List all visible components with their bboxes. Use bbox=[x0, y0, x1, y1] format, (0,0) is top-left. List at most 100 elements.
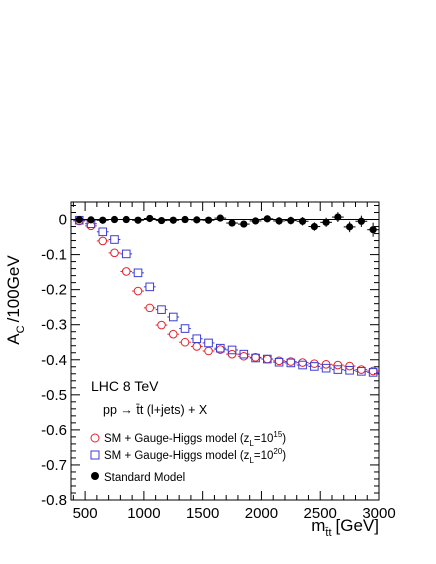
x-tick-label: 2000 bbox=[245, 505, 278, 522]
sm-point bbox=[181, 215, 189, 224]
x-axis-title-sub: t̄t bbox=[325, 527, 332, 539]
data-marks-group bbox=[73, 212, 379, 377]
gh20-point bbox=[251, 353, 260, 363]
gh15-point bbox=[333, 360, 343, 370]
legend-label-gh20-sup: 20 bbox=[273, 447, 282, 456]
legend-label-gh20-main: SM + Gauge-Higgs model (z bbox=[104, 450, 250, 462]
sm-point bbox=[122, 215, 130, 224]
legend-label-sm: Standard Model bbox=[104, 472, 185, 484]
legend: SM + Gauge-Higgs model (zL=1015) SM + Ga… bbox=[90, 430, 286, 484]
legend-label-gh20-eq: =10 bbox=[254, 450, 274, 462]
y-tick-label: -0.3 bbox=[41, 317, 67, 334]
sm-point bbox=[228, 219, 236, 227]
y-axis-title-unit: /100GeV bbox=[4, 255, 23, 323]
y-tick-label: -0.8 bbox=[41, 492, 67, 509]
sm-point bbox=[169, 216, 177, 224]
annotation-lhc: LHC 8 TeV bbox=[91, 378, 159, 394]
gh20-point bbox=[110, 235, 119, 244]
gh15-point bbox=[263, 354, 272, 364]
gh20-point bbox=[333, 365, 343, 374]
sm-point bbox=[322, 218, 330, 226]
legend-label-gh20: SM + Gauge-Higgs model (zL=1020) bbox=[104, 447, 286, 465]
gh20-point bbox=[263, 354, 272, 364]
sm-point bbox=[310, 222, 318, 231]
legend-label-gh15-main: SM + Gauge-Higgs model (z bbox=[104, 433, 250, 445]
y-tick-label: -0.4 bbox=[41, 352, 67, 369]
gh20-point bbox=[274, 357, 284, 367]
gh15-point bbox=[110, 248, 119, 258]
gh15-point bbox=[98, 236, 108, 246]
gh20-point bbox=[145, 282, 155, 292]
y-tick-label: -0.6 bbox=[41, 422, 67, 439]
sm-point bbox=[263, 215, 271, 223]
gh20-point bbox=[157, 305, 166, 314]
gh15-point bbox=[121, 267, 131, 276]
plot-frame bbox=[70, 201, 380, 501]
sm-point bbox=[357, 217, 365, 225]
legend-marker-gh15 bbox=[90, 433, 100, 443]
legend-label-gh15-sup: 15 bbox=[273, 430, 282, 439]
gh15-point bbox=[133, 286, 143, 296]
y-axis-title: AC/100GeV bbox=[4, 255, 27, 345]
sm-point bbox=[346, 223, 354, 231]
x-axis-title: mt̄t [GeV] bbox=[311, 516, 379, 539]
gh20-point bbox=[168, 312, 178, 322]
y-tick-label: -0.2 bbox=[41, 282, 67, 299]
sm-point bbox=[146, 214, 154, 223]
y-tick-label: -0.7 bbox=[41, 457, 67, 474]
gh20-point bbox=[227, 345, 237, 355]
legend-label-gh20-sub: L bbox=[249, 456, 254, 465]
sm-point bbox=[110, 215, 119, 224]
x-tick-label: 2500 bbox=[304, 505, 337, 522]
annotation-process: pp → t̄t (l+jets) + X bbox=[103, 403, 208, 417]
x-axis-title-main: m bbox=[311, 516, 325, 535]
gh20-point bbox=[180, 324, 190, 333]
legend-label-gh15-sub: L bbox=[249, 439, 254, 448]
sm-point bbox=[157, 216, 166, 225]
gh20-point bbox=[192, 334, 202, 344]
gh20-point bbox=[133, 268, 143, 278]
gh20-point bbox=[215, 343, 225, 353]
sm-point bbox=[193, 216, 201, 224]
sm-point bbox=[369, 226, 377, 234]
gh20-point bbox=[321, 363, 331, 373]
legend-label-gh15-end: ) bbox=[282, 433, 286, 445]
gh15-point bbox=[239, 351, 249, 361]
sm-point bbox=[99, 216, 107, 224]
gh15-point bbox=[168, 329, 178, 339]
gh20-point bbox=[98, 227, 108, 237]
gh15-point bbox=[180, 337, 190, 347]
legend-marker-sm bbox=[91, 472, 99, 480]
sm-point bbox=[240, 220, 248, 228]
gh15-point bbox=[310, 359, 319, 368]
tick-group bbox=[71, 202, 380, 501]
sm-point bbox=[251, 217, 260, 225]
sm-point bbox=[75, 215, 83, 224]
gh15-point bbox=[157, 320, 166, 330]
sm-point bbox=[87, 216, 95, 224]
sm-point bbox=[216, 214, 224, 222]
y-tick-label: 0 bbox=[59, 212, 67, 229]
x-axis-title-unit: [GeV] bbox=[336, 516, 379, 535]
legend-label-gh15-eq: =10 bbox=[254, 433, 274, 445]
gh20-point bbox=[239, 349, 249, 359]
sm-point bbox=[134, 216, 142, 224]
y-axis-title-sub: C bbox=[15, 325, 27, 333]
gh15-point bbox=[204, 346, 213, 356]
x-tick-label: 1000 bbox=[127, 505, 160, 522]
sm-point bbox=[334, 213, 342, 221]
gh20-point bbox=[121, 249, 131, 259]
y-tick-label: -0.5 bbox=[41, 387, 67, 404]
gh15-point bbox=[298, 358, 307, 367]
sm-point bbox=[275, 217, 283, 225]
gh15-point bbox=[357, 365, 366, 374]
x-tick-label: 500 bbox=[73, 505, 98, 522]
sm-point bbox=[298, 217, 307, 225]
sm-point bbox=[287, 216, 295, 225]
gh20-point bbox=[310, 362, 319, 371]
x-tick-label: 1500 bbox=[186, 505, 219, 522]
gh20-point bbox=[345, 365, 354, 375]
legend-label-gh20-end: ) bbox=[282, 450, 286, 462]
gh15-point bbox=[145, 303, 155, 313]
gh20-point bbox=[286, 358, 296, 368]
